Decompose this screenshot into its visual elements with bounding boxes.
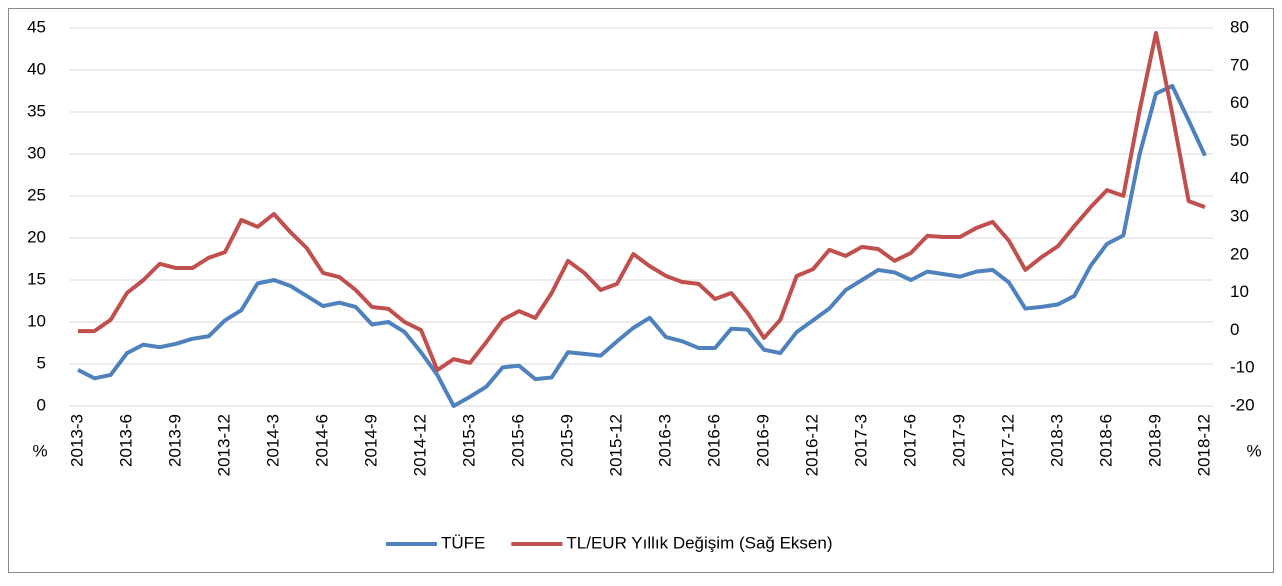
- chart-border: [8, 8, 1274, 573]
- y-tick-label: 10: [27, 311, 46, 330]
- y2-tick-label: 50: [1230, 131, 1249, 150]
- x-tick-label: 2017-3: [851, 414, 870, 467]
- x-tick-label: 2014-12: [410, 414, 429, 476]
- x-tick-label: 2018-9: [1145, 414, 1164, 467]
- x-tick-label: 2017-6: [900, 414, 919, 467]
- y-tick-label: 45: [27, 17, 46, 36]
- series-line: [78, 30, 1206, 373]
- y-tick-label: 20: [27, 227, 46, 246]
- y-tick-label: 40: [27, 59, 46, 78]
- x-tick-label: 2017-9: [949, 414, 968, 467]
- y-tick-label: 35: [27, 101, 46, 120]
- x-tick-label: 2018-12: [1194, 414, 1213, 476]
- y-axis-label: %: [32, 441, 47, 460]
- x-tick-label: 2014-3: [263, 414, 282, 467]
- x-tick-label: 2014-9: [361, 414, 380, 467]
- legend-label: TÜFE: [441, 533, 485, 552]
- x-tick-label: 2013-3: [67, 414, 86, 467]
- x-tick-label: 2016-6: [704, 414, 723, 467]
- legend-label: TL/EUR Yıllık Değişim (Sağ Eksen): [566, 533, 832, 552]
- x-tick-label: 2018-6: [1096, 414, 1115, 467]
- x-tick-label: 2013-12: [214, 414, 233, 476]
- y2-tick-label: 10: [1230, 282, 1249, 301]
- y2-tick-label: 20: [1230, 244, 1249, 263]
- x-tick-label: 2013-9: [165, 414, 184, 467]
- y2-tick-label: 80: [1230, 17, 1249, 36]
- x-tick-label: 2015-9: [557, 414, 576, 467]
- x-tick-label: 2016-9: [753, 414, 772, 467]
- y2-tick-label: 30: [1230, 206, 1249, 225]
- y2-tick-label: -20: [1230, 395, 1255, 414]
- series-line: [77, 83, 1207, 408]
- x-tick-label: 2016-12: [802, 414, 821, 476]
- y2-tick-label: 0: [1230, 320, 1239, 339]
- x-tick-label: 2017-12: [998, 414, 1017, 476]
- x-tick-label: 2015-6: [508, 414, 527, 467]
- x-tick-label: 2015-12: [606, 414, 625, 476]
- x-tick-label: 2014-6: [312, 414, 331, 467]
- y-tick-label: 25: [27, 185, 46, 204]
- y2-tick-label: 70: [1230, 55, 1249, 74]
- y-tick-label: 5: [37, 353, 46, 372]
- x-tick-label: 2015-3: [459, 414, 478, 467]
- y-tick-label: 30: [27, 143, 46, 162]
- y2-axis-label: %: [1246, 441, 1261, 460]
- x-tick-label: 2018-3: [1047, 414, 1066, 467]
- y-tick-label: 15: [27, 269, 46, 288]
- y2-tick-label: 40: [1230, 169, 1249, 188]
- y2-tick-label: -10: [1230, 358, 1255, 377]
- y2-tick-label: 60: [1230, 93, 1249, 112]
- x-tick-label: 2013-6: [116, 414, 135, 467]
- y-tick-label: 0: [37, 395, 46, 414]
- x-tick-label: 2016-3: [655, 414, 674, 467]
